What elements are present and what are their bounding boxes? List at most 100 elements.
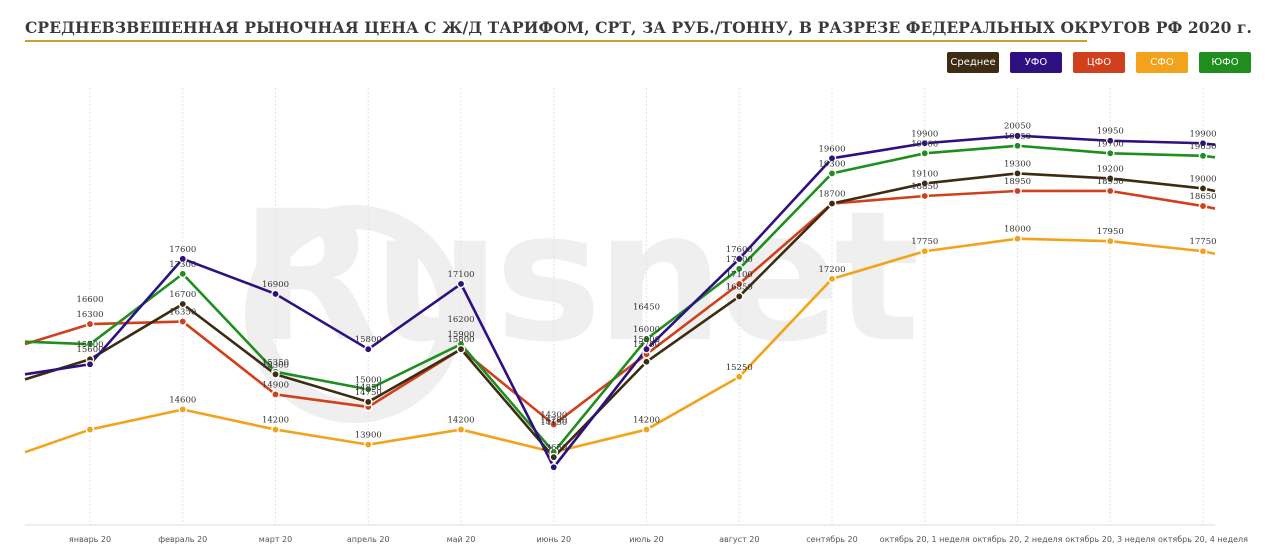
- data-label: 19900: [911, 129, 938, 139]
- data-label: 15250: [726, 363, 753, 373]
- data-point-2[interactable]: [271, 390, 280, 399]
- data-label: 16450: [633, 303, 660, 313]
- data-label: 19950: [1097, 127, 1124, 137]
- x-tick-label: март 20: [259, 535, 292, 544]
- data-label: 15300: [262, 360, 289, 370]
- data-label: 15700: [633, 340, 660, 350]
- data-point-3[interactable]: [642, 425, 651, 434]
- data-point-3[interactable]: [734, 372, 744, 382]
- x-tick-label: январь 20: [69, 535, 111, 544]
- data-point-2[interactable]: [920, 191, 930, 201]
- data-label: 16700: [169, 290, 196, 300]
- data-point-0[interactable]: [1013, 169, 1022, 178]
- data-label: 17600: [169, 245, 196, 255]
- data-label: 17600: [726, 245, 753, 255]
- data-label: 15800: [355, 335, 382, 345]
- data-point-1[interactable]: [642, 344, 651, 354]
- legend-item-4[interactable]: ЮФО: [1199, 52, 1251, 73]
- data-point-3[interactable]: [827, 274, 837, 284]
- data-point-1[interactable]: [1105, 136, 1115, 146]
- data-label: 19300: [1004, 159, 1031, 169]
- data-point-2[interactable]: [1198, 201, 1208, 211]
- data-point-2[interactable]: [178, 317, 188, 326]
- data-label: 14900: [262, 380, 289, 390]
- data-point-3[interactable]: [1198, 246, 1208, 256]
- data-point-2[interactable]: [85, 319, 95, 329]
- data-label: 17950: [1097, 227, 1124, 237]
- legend-item-3[interactable]: СФО: [1136, 52, 1188, 73]
- data-point-4[interactable]: [827, 169, 837, 178]
- data-label: 14150: [540, 418, 567, 428]
- data-label: 19650: [1189, 142, 1216, 152]
- data-label: 19100: [911, 169, 938, 179]
- data-label: 17400: [726, 255, 753, 265]
- data-point-1[interactable]: [734, 254, 744, 264]
- data-point-3[interactable]: [1105, 236, 1115, 246]
- data-point-1[interactable]: [456, 279, 466, 289]
- data-label: 16300: [76, 310, 103, 320]
- data-point-0[interactable]: [642, 357, 651, 367]
- legend-item-1[interactable]: УФО: [1010, 52, 1062, 73]
- data-label: 17750: [1189, 237, 1216, 247]
- data-label: 18000: [1004, 225, 1031, 235]
- data-point-3[interactable]: [85, 425, 95, 434]
- legend-item-0[interactable]: Среднее: [947, 52, 999, 73]
- data-point-3[interactable]: [920, 246, 930, 256]
- data-label: 17100: [726, 270, 753, 280]
- data-label: 19700: [1097, 139, 1124, 149]
- data-label: 18700: [818, 190, 845, 200]
- data-label: 17100: [447, 270, 474, 280]
- data-point-1[interactable]: [363, 344, 373, 354]
- data-point-4[interactable]: [85, 339, 95, 349]
- data-point-3[interactable]: [363, 440, 373, 449]
- data-point-0[interactable]: [734, 292, 744, 301]
- data-point-3[interactable]: [178, 405, 188, 414]
- data-label: 15800: [633, 335, 660, 345]
- data-label: 14850: [355, 383, 382, 393]
- data-point-4[interactable]: [178, 269, 188, 279]
- data-point-1[interactable]: [85, 359, 95, 369]
- data-point-4[interactable]: [1013, 141, 1022, 151]
- data-label: 16200: [447, 315, 474, 325]
- data-label: 17300: [169, 260, 196, 270]
- data-point-0[interactable]: [1105, 174, 1115, 183]
- data-point-1[interactable]: [1198, 138, 1208, 148]
- data-point-0[interactable]: [1198, 184, 1208, 193]
- data-label: 16000: [633, 325, 660, 335]
- data-point-2[interactable]: [549, 420, 559, 429]
- data-point-3[interactable]: [456, 425, 466, 434]
- data-point-4[interactable]: [1198, 151, 1208, 161]
- x-tick-label: октябрь 20, 2 неделя: [973, 535, 1063, 544]
- data-label: 15000: [355, 375, 382, 385]
- data-point-3[interactable]: [271, 425, 280, 434]
- data-point-4[interactable]: [920, 148, 930, 158]
- data-point-1[interactable]: [271, 289, 280, 299]
- data-point-2[interactable]: [1013, 186, 1022, 196]
- data-point-0[interactable]: [920, 179, 930, 188]
- data-label: 17200: [818, 265, 845, 275]
- data-point-1[interactable]: [920, 138, 930, 148]
- data-point-0[interactable]: [549, 452, 559, 462]
- data-point-2[interactable]: [1105, 186, 1115, 196]
- legend-item-2[interactable]: ЦФО: [1073, 52, 1125, 73]
- data-point-3[interactable]: [1013, 234, 1022, 243]
- data-point-1[interactable]: [549, 462, 559, 472]
- data-point-2[interactable]: [734, 279, 744, 289]
- data-point-0[interactable]: [271, 370, 280, 379]
- data-label: 15800: [447, 335, 474, 345]
- data-point-0[interactable]: [363, 397, 373, 407]
- data-point-4[interactable]: [1105, 148, 1115, 158]
- data-point-4[interactable]: [734, 264, 744, 274]
- data-label: 15900: [447, 330, 474, 340]
- data-point-1[interactable]: [1013, 131, 1022, 141]
- data-point-1[interactable]: [178, 254, 188, 264]
- data-point-4[interactable]: [642, 334, 651, 344]
- data-point-1[interactable]: [827, 154, 837, 163]
- data-label: 13900: [355, 431, 382, 441]
- data-point-0[interactable]: [456, 344, 466, 354]
- data-label: 16600: [76, 295, 103, 305]
- data-point-0[interactable]: [178, 299, 188, 309]
- watermark-text: Rusnet: [240, 173, 920, 382]
- data-point-0[interactable]: [827, 199, 837, 208]
- data-point-4[interactable]: [363, 385, 373, 394]
